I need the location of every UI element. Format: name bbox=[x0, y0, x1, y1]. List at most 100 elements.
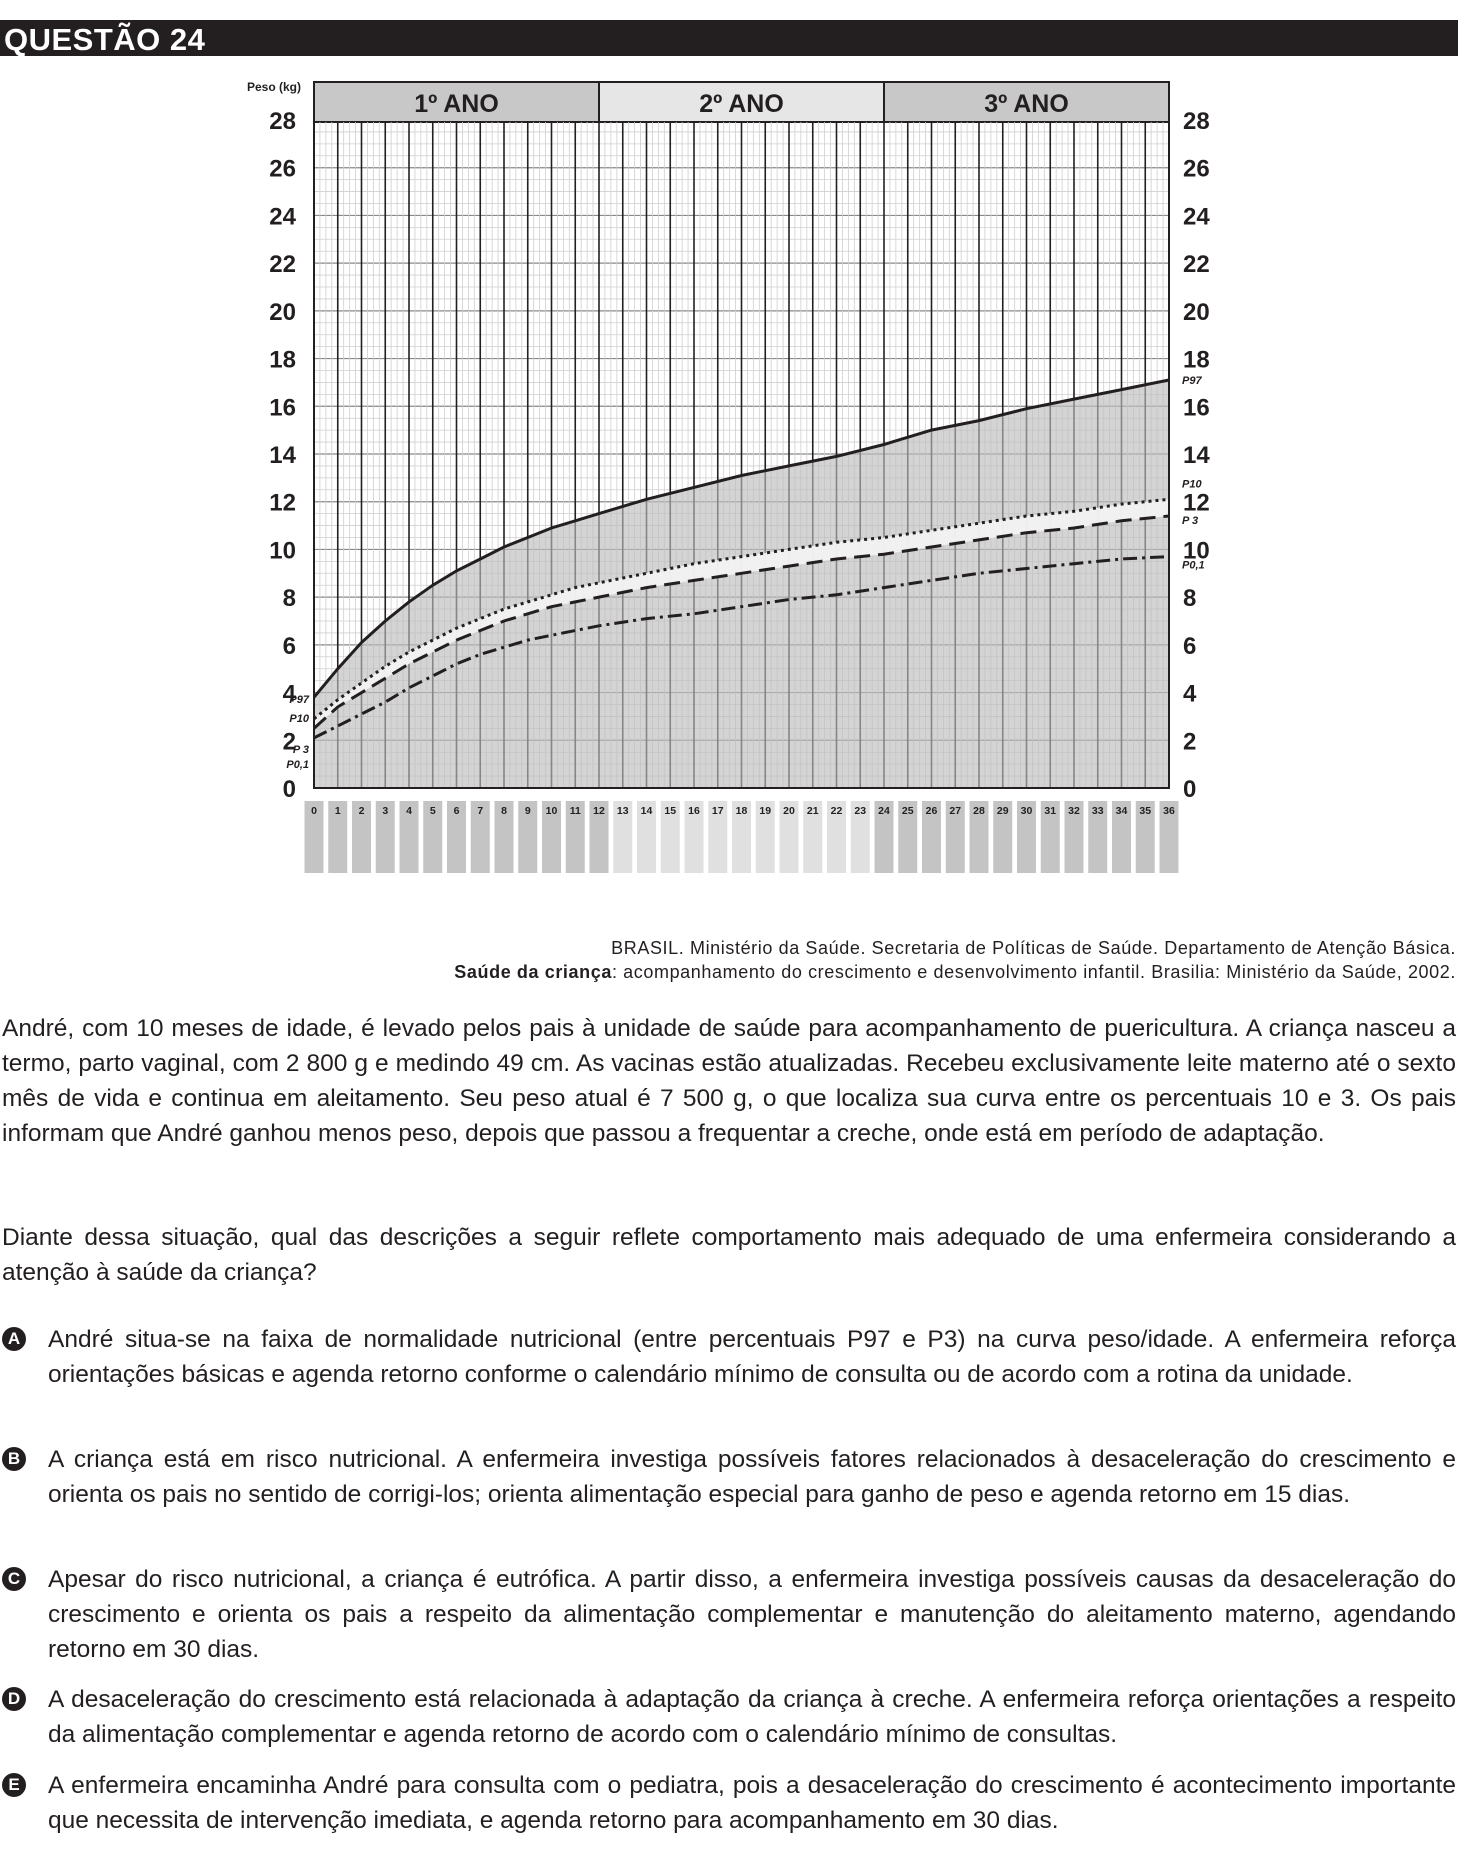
source-citation: BRASIL. Ministério da Saúde. Secretaria … bbox=[256, 936, 1456, 984]
x-tick-label: 9 bbox=[525, 805, 531, 817]
month-bar bbox=[613, 801, 633, 873]
plot-border bbox=[313, 81, 1170, 789]
x-tick-label: 6 bbox=[454, 805, 460, 817]
y-tick-left: 14 bbox=[269, 442, 296, 469]
month-bar bbox=[732, 801, 751, 873]
month-bar bbox=[945, 801, 965, 873]
x-tick-label: 0 bbox=[311, 805, 317, 817]
x-tick-label: 21 bbox=[807, 805, 819, 817]
x-tick-label: 27 bbox=[949, 805, 961, 817]
y-tick-left: 6 bbox=[283, 633, 296, 660]
x-tick-label: 33 bbox=[1092, 805, 1104, 817]
year-band-cell bbox=[598, 81, 885, 123]
option-a-letter: A bbox=[2, 1327, 26, 1351]
option-e-text: A enfermeira encaminha André para consul… bbox=[48, 1772, 1456, 1834]
x-tick-label: 19 bbox=[759, 805, 771, 817]
y-axis-label: Peso (kg) bbox=[247, 80, 301, 94]
year-label: 3º ANO bbox=[984, 90, 1069, 118]
y-tick-right: 18 bbox=[1183, 347, 1210, 374]
month-bar bbox=[874, 801, 894, 873]
y-tick-left: 22 bbox=[269, 251, 296, 278]
month-bar bbox=[922, 801, 941, 873]
x-tick-label: 12 bbox=[593, 805, 605, 817]
option-b[interactable]: B A criança está em risco nutricional. A… bbox=[2, 1442, 1456, 1512]
x-tick-label: 13 bbox=[617, 805, 629, 817]
month-bar bbox=[637, 801, 656, 873]
x-tick-label: 24 bbox=[878, 805, 890, 817]
option-c-letter: C bbox=[2, 1567, 26, 1591]
month-bar bbox=[1017, 801, 1036, 873]
curve-p01 bbox=[313, 555, 1170, 740]
year-label: 2º ANO bbox=[699, 90, 784, 118]
y-tick-left: 8 bbox=[283, 585, 296, 612]
month-bar bbox=[565, 801, 585, 873]
y-tick-left: 16 bbox=[269, 394, 296, 421]
series-label-left: P10 bbox=[289, 713, 309, 725]
x-tick-label: 1 bbox=[335, 805, 341, 817]
x-tick-label: 18 bbox=[736, 805, 748, 817]
y-tick-right: 10 bbox=[1183, 537, 1210, 564]
y-tick-right: 0 bbox=[1183, 776, 1196, 803]
series-label-right: P0,1 bbox=[1182, 560, 1205, 572]
month-bar bbox=[779, 801, 799, 873]
option-d[interactable]: D A desaceleração do crescimento está re… bbox=[2, 1682, 1456, 1752]
month-bar bbox=[542, 801, 561, 873]
month-bar bbox=[708, 801, 728, 873]
x-tick-label: 30 bbox=[1021, 805, 1033, 817]
x-tick-label: 5 bbox=[430, 805, 436, 817]
month-bar bbox=[1135, 801, 1155, 873]
month-bar bbox=[1064, 801, 1084, 873]
risk-band bbox=[314, 499, 1169, 729]
option-e[interactable]: E A enfermeira encaminha André para cons… bbox=[2, 1768, 1456, 1838]
x-tick-label: 32 bbox=[1068, 805, 1080, 817]
y-tick-right: 28 bbox=[1183, 108, 1210, 135]
y-tick-left: 20 bbox=[269, 299, 296, 326]
month-bar bbox=[589, 801, 609, 873]
x-tick-label: 36 bbox=[1163, 805, 1175, 817]
y-tick-right: 4 bbox=[1183, 681, 1197, 708]
series-label-right: P10 bbox=[1182, 478, 1202, 490]
month-bar bbox=[304, 801, 324, 873]
y-tick-right: 8 bbox=[1183, 585, 1196, 612]
y-tick-left: 24 bbox=[269, 203, 296, 230]
y-tick-right: 2 bbox=[1183, 728, 1196, 755]
month-bar bbox=[518, 801, 538, 873]
option-b-letter: B bbox=[2, 1447, 26, 1471]
x-tick-label: 16 bbox=[688, 805, 700, 817]
month-bar bbox=[969, 801, 989, 873]
question-title: QUESTÃO 24 bbox=[0, 20, 1458, 57]
source-line-2: Saúde da criança: acompanhamento do cres… bbox=[256, 960, 1456, 984]
month-bar bbox=[328, 801, 348, 873]
series-label-left: P 3 bbox=[293, 744, 309, 756]
y-tick-left: 10 bbox=[269, 537, 296, 564]
y-tick-left: 12 bbox=[269, 490, 296, 517]
x-tick-label: 11 bbox=[570, 805, 581, 817]
option-b-text: A criança está em risco nutricional. A e… bbox=[48, 1446, 1456, 1508]
month-bar bbox=[993, 801, 1013, 873]
series-label-right: P 3 bbox=[1182, 515, 1198, 527]
option-d-letter: D bbox=[2, 1687, 26, 1711]
shaded-region bbox=[314, 380, 1169, 788]
x-tick-label: 28 bbox=[973, 805, 985, 817]
source-line-1: BRASIL. Ministério da Saúde. Secretaria … bbox=[611, 938, 1456, 958]
month-bar bbox=[375, 801, 395, 873]
option-c[interactable]: C Apesar do risco nutricional, a criança… bbox=[2, 1562, 1456, 1667]
option-a-text: André situa-se na faixa de normalidade n… bbox=[48, 1326, 1456, 1388]
case-paragraph: André, com 10 meses de idade, é levado p… bbox=[2, 1015, 1456, 1147]
y-tick-left: 26 bbox=[269, 156, 296, 183]
x-tick-label: 29 bbox=[997, 805, 1009, 817]
series-label-right: P97 bbox=[1182, 375, 1202, 387]
y-tick-right: 26 bbox=[1183, 156, 1210, 183]
month-bar bbox=[1159, 801, 1179, 873]
y-tick-right: 14 bbox=[1183, 442, 1210, 469]
x-tick-label: 15 bbox=[664, 805, 676, 817]
x-tick-label: 3 bbox=[382, 805, 388, 817]
source-title: Saúde da criança bbox=[454, 962, 612, 982]
option-a[interactable]: A André situa-se na faixa de normalidade… bbox=[2, 1322, 1456, 1392]
series-label-left: P0,1 bbox=[286, 759, 309, 771]
month-bar bbox=[399, 801, 419, 873]
y-tick-right: 6 bbox=[1183, 633, 1196, 660]
x-tick-label: 20 bbox=[783, 805, 795, 817]
option-e-letter: E bbox=[2, 1773, 26, 1797]
